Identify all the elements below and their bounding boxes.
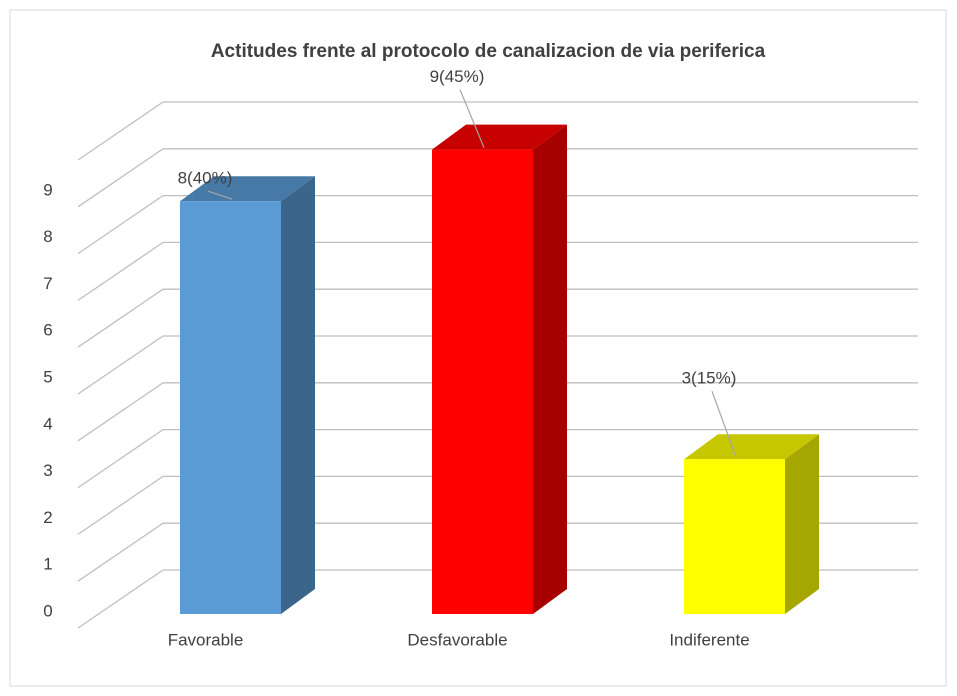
x-tick-label: Desfavorable — [407, 630, 507, 649]
data-label: 3(15%) — [682, 369, 737, 388]
bar-side — [785, 434, 819, 614]
leader-line — [711, 390, 737, 458]
y-tick-label: 4 — [43, 414, 52, 433]
x-tick-label: Indiferente — [669, 630, 749, 649]
y-tick-label: 6 — [43, 321, 52, 340]
grid-line — [77, 148, 164, 208]
grid-line — [77, 522, 164, 582]
bar — [684, 459, 785, 614]
x-tick-label: Favorable — [168, 630, 244, 649]
y-tick-label: 9 — [43, 180, 52, 199]
y-tick-label: 1 — [43, 555, 52, 574]
bar-top — [432, 124, 567, 150]
grid-line — [77, 335, 164, 395]
leader-line — [459, 89, 485, 148]
grid-line — [77, 195, 164, 255]
chart-title: Actitudes frente al protocolo de canaliz… — [211, 41, 766, 62]
y-tick-label: 0 — [43, 601, 52, 620]
bar — [180, 201, 281, 614]
bar-top — [684, 434, 819, 460]
leader-line — [207, 190, 233, 200]
y-tick-label: 3 — [43, 461, 52, 480]
bar-side — [281, 176, 315, 614]
grid-line — [77, 569, 164, 629]
grid-line — [77, 382, 164, 442]
y-tick-label: 7 — [43, 274, 52, 293]
data-label: 8(40%) — [178, 169, 233, 188]
bar-side — [533, 124, 567, 614]
y-tick-label: 2 — [43, 508, 52, 527]
y-tick-label: 5 — [43, 367, 52, 386]
data-label: 9(45%) — [430, 67, 485, 86]
grid-line — [77, 288, 164, 348]
bar — [432, 149, 533, 614]
grid-line — [77, 475, 164, 535]
bar-top — [180, 176, 315, 202]
grid-line — [77, 241, 164, 301]
grid-line — [77, 429, 164, 489]
y-tick-label: 8 — [43, 227, 52, 246]
grid-line — [77, 101, 164, 161]
